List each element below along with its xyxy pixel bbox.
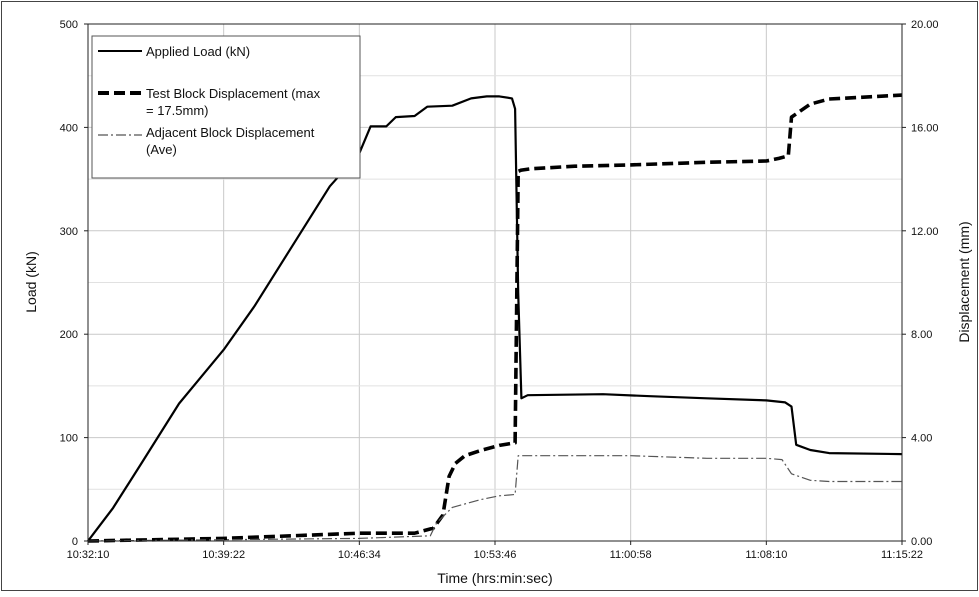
y-tick-label: 500	[60, 19, 78, 31]
y-tick-label: 300	[60, 226, 78, 238]
x-tick-label: 11:00:58	[610, 549, 652, 561]
legend-label-test-block-line2: = 17.5mm)	[146, 103, 209, 118]
legend-label-test-block-line1: Test Block Displacement (max	[146, 86, 321, 101]
y-tick-label: 0	[72, 536, 78, 548]
y-tick-label: 400	[60, 122, 78, 134]
x-tick-label: 11:15:22	[881, 549, 923, 561]
x-tick-label: 11:08:10	[745, 549, 787, 561]
x-tick-label: 10:32:10	[67, 549, 110, 561]
y2-tick-label: 8.00	[911, 329, 932, 341]
legend-label-test-block: Test Block Displacement (max = 17.5mm)	[146, 86, 324, 118]
y2-tick-label: 4.00	[911, 433, 932, 445]
x-tick-label: 10:46:34	[338, 549, 381, 561]
y-tick-label: 100	[60, 433, 78, 445]
y-tick-label: 200	[60, 329, 78, 341]
series-applied-load	[87, 95, 903, 542]
series-adjacent-block-displacement	[87, 455, 902, 542]
y2-tick-label: 12.00	[911, 226, 939, 238]
legend-label-adjacent-block-line1: Adjacent Block Displacement	[146, 125, 315, 140]
legend-box	[91, 35, 361, 179]
y2-axis-label: Displacement (mm)	[956, 221, 972, 342]
x-tick-label: 10:53:46	[474, 549, 517, 561]
x-tick-label: 10:39:22	[202, 549, 245, 561]
axes: 10:32:10 10:39:22 10:46:34 10:53:46 11:00:58…	[60, 19, 939, 561]
y2-tick-label: 16.00	[911, 122, 939, 134]
legend: Applied Load (kN) Test Block Displacemen…	[91, 35, 361, 179]
grid	[88, 24, 902, 541]
y-axis-label: Load (kN)	[23, 251, 39, 312]
series-layer	[87, 93, 903, 543]
legend-label-adjacent-block: Adjacent Block Displacement (Ave)	[146, 125, 318, 157]
y2-tick-label: 20.00	[911, 19, 939, 31]
x-axis-label: Time (hrs:min:sec)	[437, 570, 552, 586]
y2-tick-label: 0.00	[911, 536, 932, 548]
legend-label-load: Applied Load (kN)	[146, 44, 250, 59]
legend-label-adjacent-block-line2: (Ave)	[146, 142, 177, 157]
